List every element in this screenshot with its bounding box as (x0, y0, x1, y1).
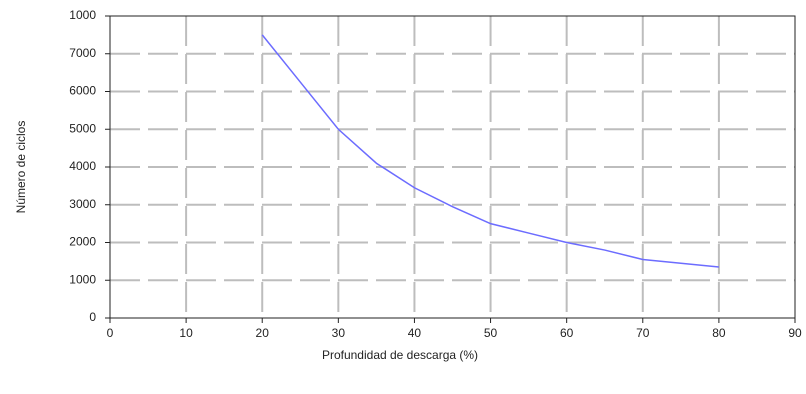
x-tick-label: 10 (179, 326, 193, 340)
x-tick-label: 90 (788, 326, 802, 340)
y-axis-label: Número de ciclos (14, 121, 28, 214)
y-tick-label: 1000 (69, 272, 96, 286)
x-tick-label: 20 (256, 326, 270, 340)
grid (110, 16, 795, 318)
x-tick-label: 30 (332, 326, 346, 340)
y-tick-label: 7000 (69, 46, 96, 60)
x-tick-label: 80 (712, 326, 726, 340)
x-tick-label: 70 (636, 326, 650, 340)
x-tick-label: 0 (107, 326, 114, 340)
x-tick-label: 40 (408, 326, 422, 340)
x-tick-label: 60 (560, 326, 574, 340)
y-tick-label: 6000 (69, 84, 96, 98)
y-tick-label: 5000 (69, 121, 96, 135)
data-line (261, 34, 719, 268)
y-tick-label: 4000 (69, 159, 96, 173)
y-tick-label: 3000 (69, 197, 96, 211)
y-tick-label: 1000 (69, 8, 96, 22)
y-tick-label: 0 (89, 310, 96, 324)
x-tick-label: 50 (484, 326, 498, 340)
x-axis-label: Profundidad de descarga (%) (322, 348, 478, 362)
y-tick-label: 2000 (69, 235, 96, 249)
